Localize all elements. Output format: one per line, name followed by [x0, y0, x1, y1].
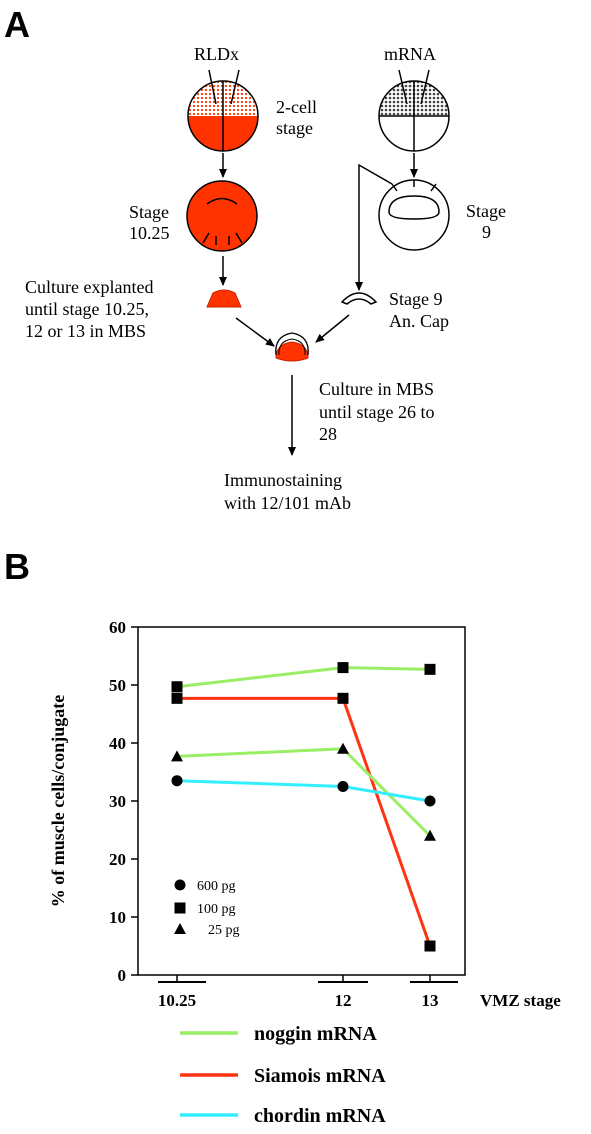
legend-marker-circle: [174, 879, 186, 891]
label-culture-explant-3: 12 or 13 in MBS: [25, 321, 147, 341]
injection-needle-left: [208, 69, 217, 105]
label-rldx: RLDx: [194, 44, 239, 64]
legend-series-label: Siamois mRNA: [254, 1065, 386, 1087]
stage9-embryo: [378, 179, 450, 251]
data-point: [424, 795, 436, 807]
plot-frame: [137, 626, 466, 976]
legend-marker-square: [174, 902, 186, 914]
label-mrna: mRNA: [384, 44, 437, 64]
legend-dose-label: 25 pg: [208, 923, 240, 938]
label-ancap-1: Stage 9: [389, 289, 443, 309]
data-point: [171, 775, 183, 787]
label-stage9-1: Stage: [466, 201, 506, 221]
x-tick-label: 10.25: [158, 991, 196, 1010]
x-axis-label: VMZ stage: [480, 991, 561, 1010]
injection-needle-right: [398, 69, 408, 105]
data-point: [171, 692, 183, 704]
label-stage1025-1: Stage: [129, 202, 169, 222]
vmz-explant: [206, 289, 242, 308]
panel-a-diagram: [186, 69, 450, 456]
y-tick-label: 30: [109, 792, 126, 811]
cut-line: [358, 163, 393, 268]
arrow-explant-to-conjugate: [235, 317, 275, 347]
stage1025-embryo: [186, 180, 258, 252]
data-point: [424, 940, 436, 952]
label-culture-explant-1: Culture explanted: [25, 277, 154, 297]
y-tick-label: 20: [109, 850, 126, 869]
right-two-cell-embryo: [378, 69, 450, 152]
arrow-cap-to-conjugate: [315, 314, 350, 343]
legend-marker-triangle: [174, 923, 186, 934]
conjugate: [275, 332, 309, 362]
series-line-2: [176, 747, 432, 837]
label-stage1025-2: 10.25: [129, 223, 170, 243]
label-culture-mbs-2: until stage 26 to: [319, 402, 435, 422]
data-point: [424, 663, 436, 675]
left-two-cell-embryo: [187, 69, 259, 152]
x-tick-label: 13: [422, 991, 439, 1010]
label-immuno-2: with 12/101 mAb: [224, 493, 352, 513]
y-tick-label: 60: [109, 618, 126, 637]
data-point: [337, 781, 349, 792]
legend-dose-label: 100 pg: [197, 902, 236, 917]
data-point: [337, 662, 349, 674]
series-line-0: [176, 666, 431, 689]
label-immuno-1: Immunostaining: [224, 470, 342, 490]
legend-series-label: noggin mRNA: [254, 1023, 377, 1045]
data-point: [337, 692, 349, 704]
panel-a-letter: A: [4, 4, 30, 45]
data-point: [171, 750, 183, 762]
label-two-cell-1: 2-cell: [276, 97, 317, 117]
animal-cap: [340, 292, 378, 305]
label-culture-explant-2: until stage 10.25,: [25, 299, 149, 319]
data-point: [337, 742, 349, 754]
y-tick-label: 10: [109, 908, 126, 927]
data-point: [424, 829, 436, 841]
label-culture-mbs-3: 28: [319, 424, 337, 444]
y-tick-label: 0: [118, 966, 127, 985]
label-culture-mbs-1: Culture in MBS: [319, 379, 435, 399]
y-tick-label: 50: [109, 676, 126, 695]
y-axis-label: % of muscle cells/conjugate: [48, 695, 68, 907]
y-tick-label: 40: [109, 734, 126, 753]
label-stage9-2: 9: [482, 222, 491, 242]
x-tick-label: 12: [335, 991, 352, 1010]
panel-b-letter: B: [4, 546, 30, 587]
label-ancap-2: An. Cap: [389, 311, 449, 331]
muscle-cell-chart: 0 10 20 30 40 50 60 10.25 12 13 VMZ stage % of musc…: [48, 618, 561, 1127]
legend-series-label: chordin mRNA: [254, 1105, 386, 1127]
label-two-cell-2: stage: [276, 118, 313, 138]
data-point: [171, 681, 183, 693]
legend-dose-label: 600 pg: [197, 879, 236, 894]
